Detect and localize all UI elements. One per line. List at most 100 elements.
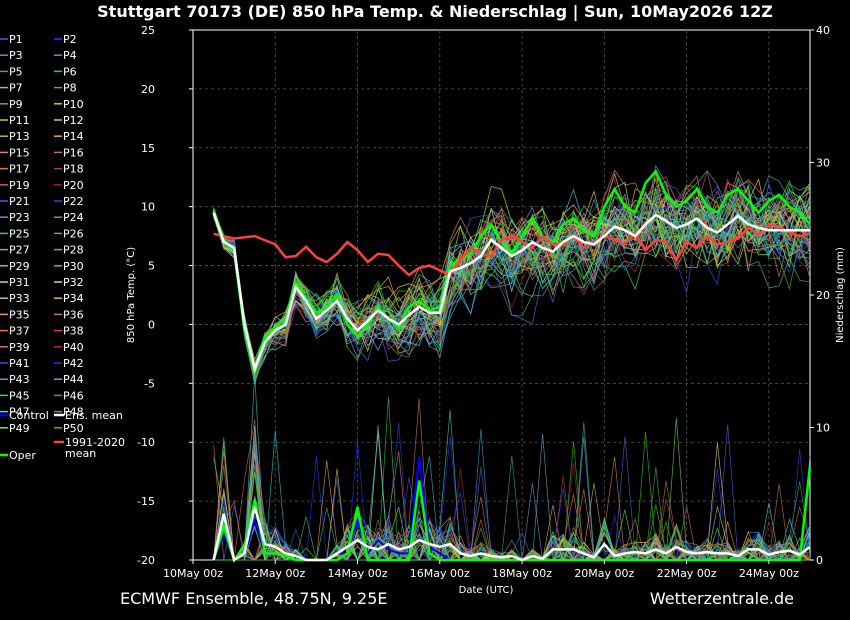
y2-tick-label: 10 xyxy=(816,422,830,435)
footer-model-location: ECMWF Ensemble, 48.75N, 9.25E xyxy=(120,589,388,608)
legend-label-p31: P31 xyxy=(9,276,30,289)
legend-label-p21: P21 xyxy=(9,195,30,208)
y2-tick-label: 30 xyxy=(816,157,830,170)
legend-label-ens-mean: Ens. mean xyxy=(65,409,123,422)
x-tick-label: 24May 00z xyxy=(739,567,799,580)
y-tick-label: -15 xyxy=(137,495,155,508)
legend-label-p13: P13 xyxy=(9,130,30,143)
legend-label-p30: P30 xyxy=(63,260,84,273)
y-tick-label: -10 xyxy=(137,436,155,449)
legend-label-p40: P40 xyxy=(63,341,84,354)
x-tick-label: 18May 00z xyxy=(492,567,552,580)
legend-label-climate-mean-line2: mean xyxy=(65,447,96,460)
y-tick-label: 20 xyxy=(141,83,155,96)
legend-label-p34: P34 xyxy=(63,292,84,305)
y-tick-label: 0 xyxy=(148,318,155,331)
legend-label-p37: P37 xyxy=(9,325,30,338)
legend: P1 P2 P3 P4 P5 P6 P7 P8 P9 P10 P11 P12 P13 P14 P15 P16 P… xyxy=(0,33,125,462)
y2-axis-ticks: 40 30 20 10 0 xyxy=(810,24,830,567)
legend-label-p17: P17 xyxy=(9,163,30,176)
chart-title: Stuttgart 70173 (DE) 850 hPa Temp. & Nie… xyxy=(97,2,773,22)
y-tick-label: -20 xyxy=(137,554,155,567)
legend-label-p6: P6 xyxy=(63,65,77,78)
legend-label-p22: P22 xyxy=(63,195,84,208)
y2-tick-label: 20 xyxy=(816,289,830,302)
legend-label-p44: P44 xyxy=(63,373,84,386)
legend-label-p32: P32 xyxy=(63,276,84,289)
legend-label-p35: P35 xyxy=(9,308,30,321)
legend-label-p42: P42 xyxy=(63,357,84,370)
legend-label-p15: P15 xyxy=(9,146,30,159)
legend-label-p7: P7 xyxy=(9,82,23,95)
legend-label-p12: P12 xyxy=(63,114,84,127)
legend-label-p45: P45 xyxy=(9,389,30,402)
legend-label-p23: P23 xyxy=(9,211,30,224)
legend-label-p25: P25 xyxy=(9,227,30,240)
legend-label-p36: P36 xyxy=(63,308,84,321)
legend-label-p1: P1 xyxy=(9,33,23,46)
legend-label-p19: P19 xyxy=(9,179,30,192)
legend-label-p20: P20 xyxy=(63,179,84,192)
legend-label-p14: P14 xyxy=(63,130,84,143)
legend-label-p2: P2 xyxy=(63,33,77,46)
member-line-p30 xyxy=(213,180,811,368)
x-tick-label: 16May 00z xyxy=(410,567,470,580)
y-tick-label: 5 xyxy=(148,260,155,273)
x-tick-label: 10May 00z xyxy=(163,567,223,580)
y-tick-label: 10 xyxy=(141,201,155,214)
ens-mean-precip-line xyxy=(212,506,811,563)
legend-label-p49: P49 xyxy=(9,422,30,435)
y-axis-label: 850 hPa Temp. (°C) xyxy=(126,247,137,343)
legend-label-p46: P46 xyxy=(63,389,84,402)
legend-label-p5: P5 xyxy=(9,65,23,78)
legend-label-p24: P24 xyxy=(63,211,84,224)
y2-tick-label: 0 xyxy=(816,554,823,567)
member-line-p26 xyxy=(213,184,811,368)
y-tick-label: 25 xyxy=(141,24,155,37)
legend-label-p48: P48 xyxy=(63,406,84,419)
legend-label-oper: Oper xyxy=(9,449,36,462)
ens-mean-temp-line xyxy=(212,212,810,374)
legend-label-p9: P9 xyxy=(9,98,23,111)
member-line-p49 xyxy=(213,181,811,368)
legend-label-p10: P10 xyxy=(63,98,84,111)
highlight-lines xyxy=(212,168,812,563)
footer-source: Wetterzentrale.de xyxy=(650,589,794,608)
member-line-p46 xyxy=(213,185,811,374)
legend-label-climate-mean-line1: 1991-2020 xyxy=(65,436,125,449)
legend-label-p3: P3 xyxy=(9,49,23,62)
legend-label-p47: P47 xyxy=(9,406,30,419)
legend-label-p4: P4 xyxy=(63,49,77,62)
x-tick-label: 14May 00z xyxy=(328,567,388,580)
legend-label-p50: P50 xyxy=(63,422,84,435)
y-tick-label: -5 xyxy=(144,377,155,390)
legend-label-p33: P33 xyxy=(9,292,30,305)
y-axis-ticks: 25 20 15 10 5 0 -5 -10 -15 -20 xyxy=(137,24,193,567)
x-tick-label: 22May 00z xyxy=(657,567,717,580)
legend-label-p29: P29 xyxy=(9,260,30,273)
legend-label-p26: P26 xyxy=(63,227,84,240)
legend-label-p8: P8 xyxy=(63,82,77,95)
oper-temp-line xyxy=(212,168,811,377)
legend-label-p27: P27 xyxy=(9,244,30,257)
y-tick-label: 15 xyxy=(141,142,155,155)
x-axis-ticks: 10May 00z 12May 00z 14May 00z 16May 00z 18Ma… xyxy=(163,560,799,580)
x-tick-label: 12May 00z xyxy=(245,567,305,580)
legend-label-p43: P43 xyxy=(9,373,30,386)
legend-label-p16: P16 xyxy=(63,146,84,159)
grid-lines xyxy=(193,30,810,560)
legend-label-p41: P41 xyxy=(9,357,30,370)
member-line-p50 xyxy=(213,190,811,382)
member-line-p42 xyxy=(213,194,811,371)
legend-label-p39: P39 xyxy=(9,341,30,354)
y2-tick-label: 40 xyxy=(816,24,830,37)
x-tick-label: 20May 00z xyxy=(574,567,634,580)
x-axis-label: Date (UTC) xyxy=(459,585,514,596)
legend-label-p38: P38 xyxy=(63,325,84,338)
y2-axis-label: Niederschlag (mm) xyxy=(835,247,846,343)
legend-label-p11: P11 xyxy=(9,114,30,127)
plot-area xyxy=(192,29,812,563)
legend-label-control: Control xyxy=(9,409,49,422)
legend-label-p28: P28 xyxy=(63,244,84,257)
